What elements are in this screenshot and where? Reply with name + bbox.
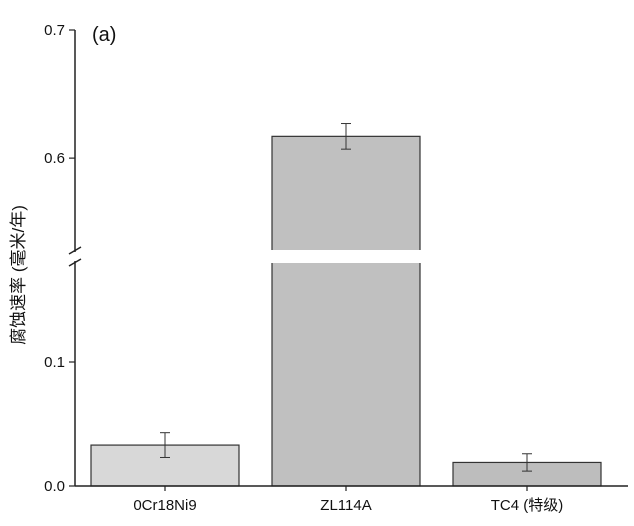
panel-label: (a) xyxy=(92,24,116,46)
x-tick-label-3: TC4 (特级) xyxy=(491,497,564,514)
y-tick-label-3: 0.6 xyxy=(44,150,65,167)
bar-2 xyxy=(271,135,421,487)
y-tick-label-2: 0.1 xyxy=(44,354,65,371)
x-tick-label-2: ZL114A xyxy=(320,497,371,514)
labels-layer: 0.0 0.1 0.6 0.7 0Cr18Ni9 ZL114A TC4 (特级) xyxy=(44,22,563,514)
x-tick-label-1: 0Cr18Ni9 xyxy=(133,497,196,514)
axis-break-mark-top xyxy=(68,246,82,255)
y-tick-label-1: 0.0 xyxy=(44,478,65,495)
axis-break-mark-bottom xyxy=(68,258,82,267)
y-axis-title: 腐蚀速率 (毫米/年) xyxy=(9,205,28,345)
bars-layer xyxy=(63,123,628,487)
axis-break-gap xyxy=(63,250,628,263)
y-tick-label-4: 0.7 xyxy=(44,22,65,39)
axis-layer xyxy=(68,29,628,491)
